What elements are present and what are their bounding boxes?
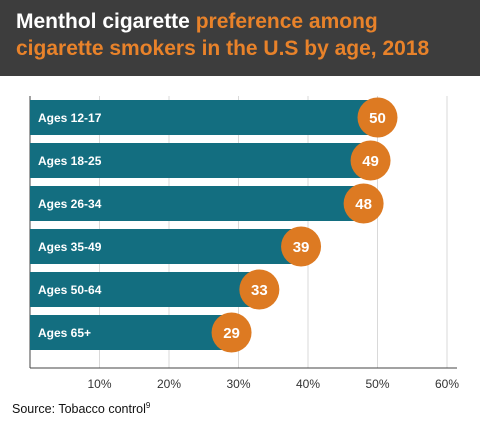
bar bbox=[30, 315, 232, 350]
title-white-part: Menthol cigarette bbox=[16, 10, 190, 33]
source-text: Source: Tobacco control bbox=[12, 402, 146, 417]
x-tick-label: 50% bbox=[365, 377, 389, 391]
value-bubble bbox=[343, 183, 384, 224]
category-label: Ages 50-64 bbox=[38, 283, 102, 297]
bar bbox=[30, 143, 371, 178]
category-label: Ages 35-49 bbox=[38, 240, 102, 254]
bar bbox=[30, 229, 302, 264]
data-label: 39 bbox=[293, 239, 310, 256]
x-tick-label: 10% bbox=[87, 377, 111, 391]
source-note: Source: Tobacco control9 bbox=[12, 401, 150, 416]
data-label: 49 bbox=[362, 153, 379, 170]
value-bubble bbox=[357, 97, 398, 138]
category-label: Ages 26-34 bbox=[38, 197, 102, 211]
value-bubble bbox=[239, 269, 280, 310]
data-label: 48 bbox=[355, 196, 372, 213]
source-superscript: 9 bbox=[145, 401, 151, 410]
category-label: Ages 18-25 bbox=[38, 154, 102, 168]
bar bbox=[30, 100, 378, 135]
category-label: Ages 65+ bbox=[38, 326, 91, 340]
data-label: 29 bbox=[223, 325, 240, 342]
chart-title: Menthol cigarette preference among cigar… bbox=[16, 8, 466, 62]
value-bubble bbox=[350, 140, 391, 181]
value-bubble bbox=[211, 312, 252, 353]
x-tick-label: 20% bbox=[157, 377, 181, 391]
bar bbox=[30, 186, 364, 221]
x-tick-label: 30% bbox=[226, 377, 250, 391]
x-tick-label: 60% bbox=[435, 377, 459, 391]
header-banner: Menthol cigarette preference among cigar… bbox=[0, 0, 480, 76]
data-label: 33 bbox=[251, 282, 268, 299]
category-label: Ages 12-17 bbox=[38, 111, 102, 125]
data-label: 50 bbox=[369, 110, 386, 127]
bar bbox=[30, 272, 260, 307]
value-bubble bbox=[281, 226, 322, 267]
x-tick-label: 40% bbox=[296, 377, 320, 391]
title-orange-part: preference among cigarette smokers in th… bbox=[16, 10, 430, 60]
